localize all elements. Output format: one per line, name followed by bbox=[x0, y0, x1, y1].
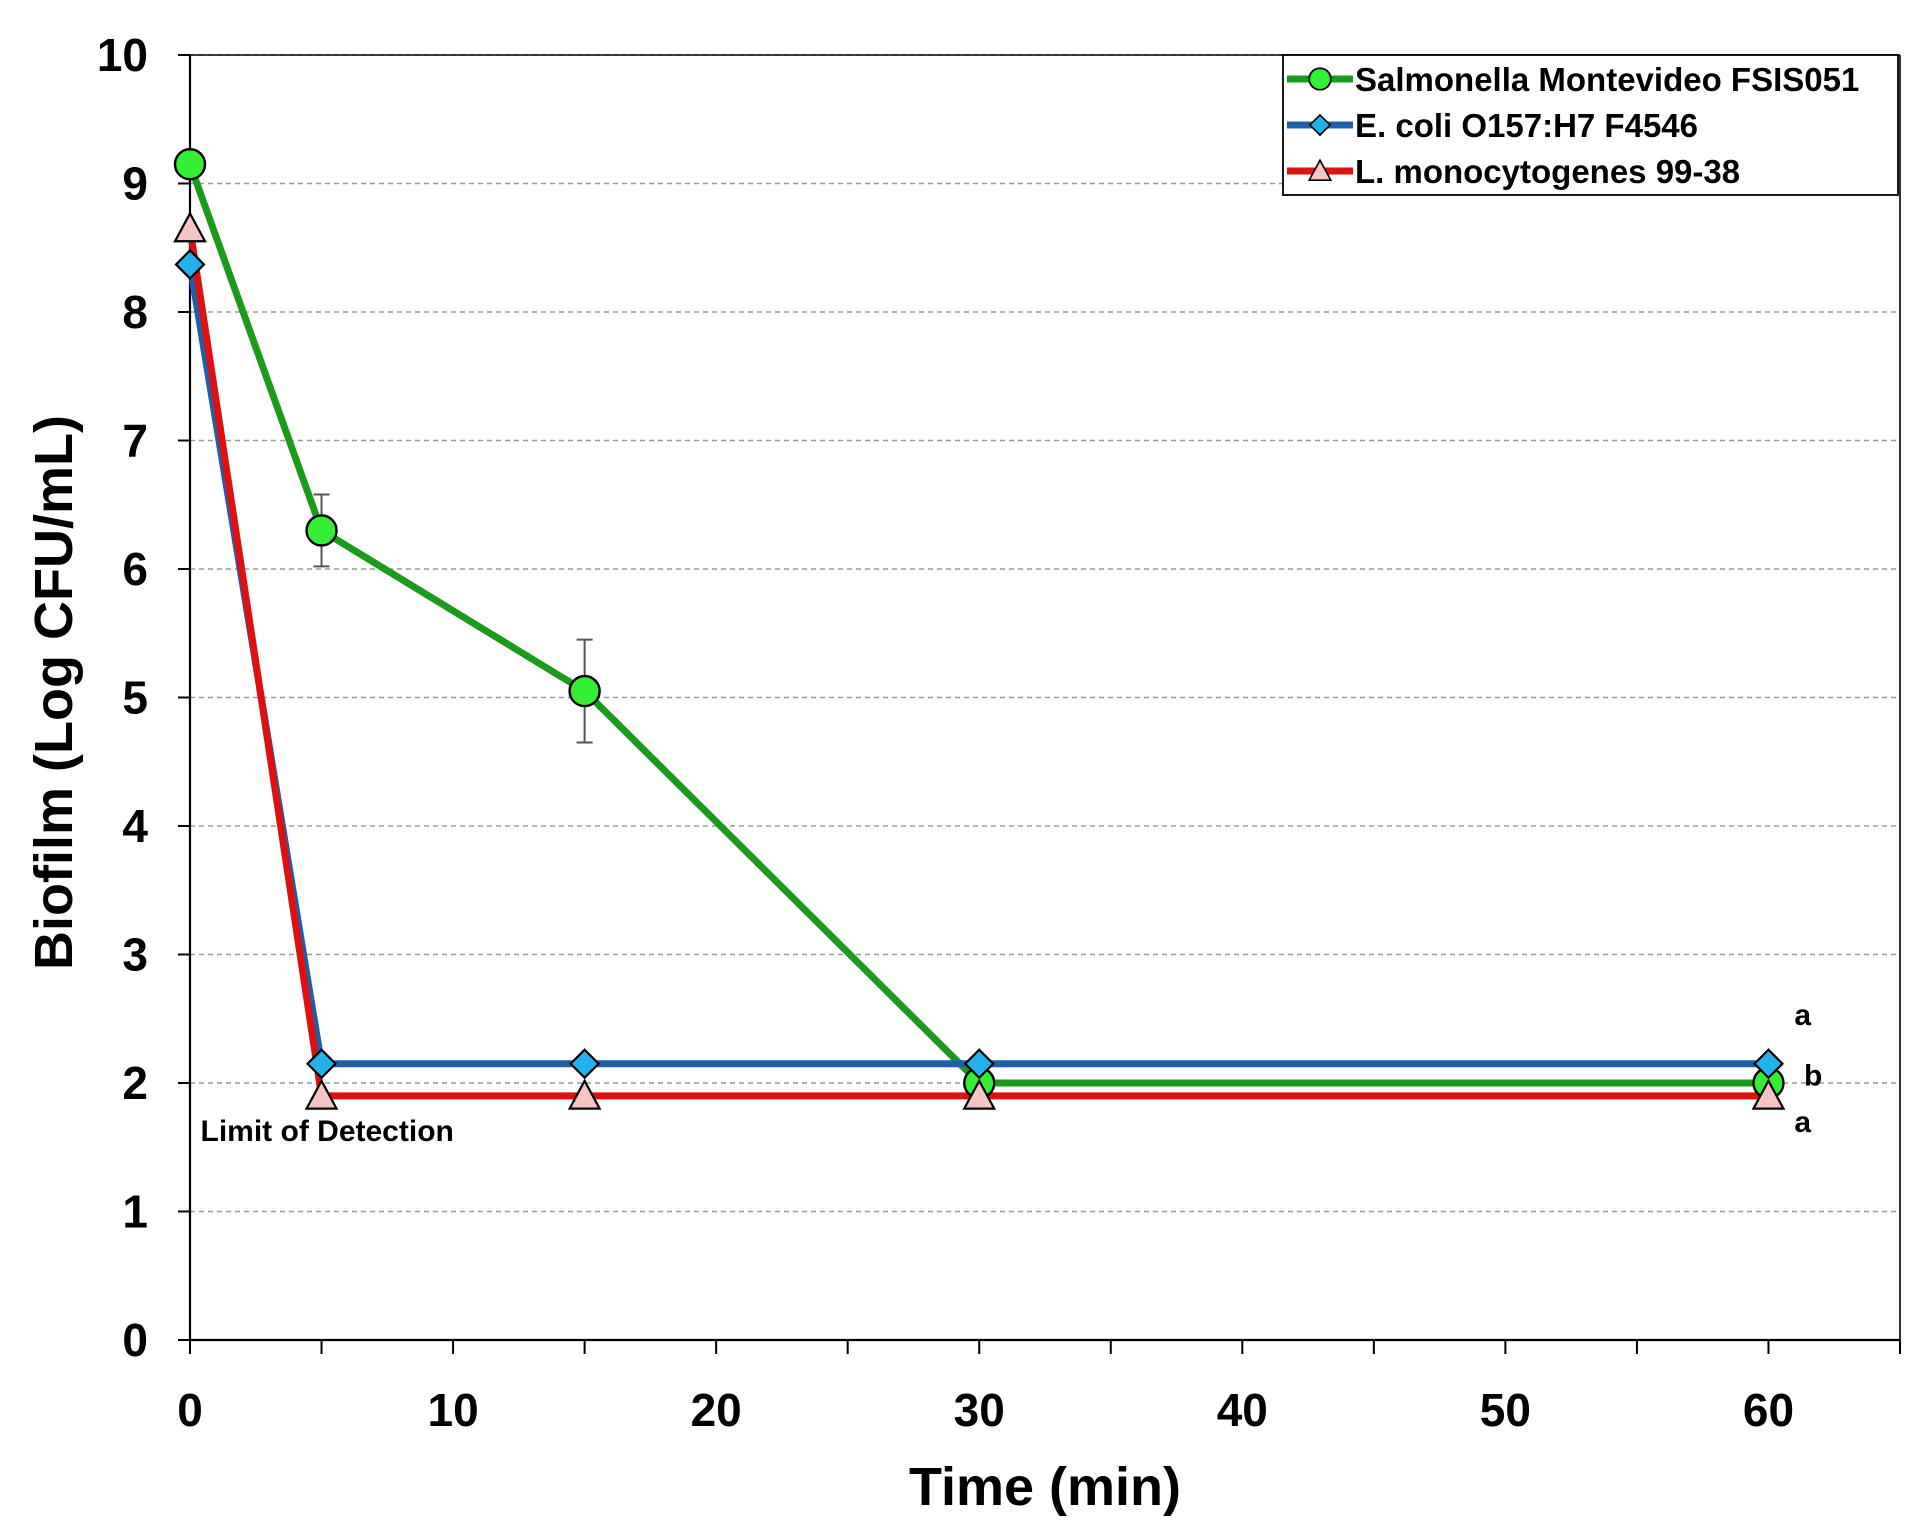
y-tick-label: 3 bbox=[122, 929, 148, 981]
x-tick-label: 40 bbox=[1217, 1384, 1268, 1436]
y-tick-label: 4 bbox=[122, 800, 148, 852]
legend-marker bbox=[1308, 113, 1332, 137]
legend-entry-label: Salmonella Montevideo FSIS051 bbox=[1355, 61, 1859, 98]
legend-entry-label: E. coli O157:H7 F4546 bbox=[1355, 107, 1698, 144]
series-group bbox=[186, 163, 1769, 1100]
y-tick-label: 5 bbox=[122, 672, 148, 724]
y-tick-label: 2 bbox=[122, 1057, 148, 1109]
y-tick-label: 6 bbox=[122, 543, 148, 595]
data-point bbox=[569, 1048, 601, 1080]
x-tick-label: 30 bbox=[954, 1384, 1005, 1436]
significance-letter: a bbox=[1794, 999, 1811, 1032]
labels: 0 1 2 3 4 5 6 7 8 9 10 0 10 20 30 40 50 60 Time (min) Biofi… bbox=[24, 29, 1822, 1517]
y-tick-label: 10 bbox=[97, 29, 148, 81]
legend-box bbox=[1282, 54, 1899, 196]
y-tick-label: 9 bbox=[122, 158, 148, 210]
data-point bbox=[567, 1078, 602, 1110]
y-tick-label: 7 bbox=[122, 415, 148, 467]
data-point bbox=[1752, 1048, 1785, 1080]
data-point bbox=[173, 148, 207, 181]
x-axis-title: Time (min) bbox=[909, 1457, 1181, 1517]
significance-letter: b bbox=[1804, 1060, 1822, 1093]
series-line bbox=[186, 263, 1769, 1068]
y-tick-label: 1 bbox=[122, 1186, 148, 1238]
x-tick-label: 0 bbox=[177, 1384, 203, 1436]
x-tick-label: 20 bbox=[691, 1384, 742, 1436]
y-tick-label: 0 bbox=[122, 1314, 148, 1366]
x-tick-label: 60 bbox=[1743, 1384, 1794, 1436]
x-tick-label: 10 bbox=[427, 1384, 478, 1436]
data-point bbox=[962, 1078, 997, 1110]
legend: Salmonella Montevideo FSIS051 E. coli O15… bbox=[1282, 54, 1899, 196]
axes bbox=[178, 54, 1901, 1354]
data-point bbox=[1751, 1078, 1786, 1110]
data-point bbox=[174, 248, 206, 281]
data-point bbox=[305, 1048, 338, 1080]
significance-letter: a bbox=[1794, 1106, 1811, 1139]
data-point bbox=[305, 514, 338, 547]
series-line bbox=[186, 227, 1769, 1100]
series-line bbox=[186, 163, 1769, 1087]
gridlines bbox=[190, 54, 1900, 1213]
data-point bbox=[304, 1078, 339, 1110]
legend-marker bbox=[1307, 158, 1333, 181]
data-point bbox=[963, 1048, 995, 1080]
legend-entry-label: L. monocytogenes 99-38 bbox=[1355, 153, 1740, 190]
limit-of-detection-label: Limit of Detection bbox=[201, 1115, 454, 1148]
legend-marker bbox=[1308, 67, 1332, 91]
markers bbox=[173, 148, 1786, 1110]
x-tick-label: 50 bbox=[1480, 1384, 1531, 1436]
data-point bbox=[568, 674, 601, 708]
y-axis-title: Biofilm (Log CFU/mL) bbox=[24, 415, 84, 970]
data-point bbox=[173, 211, 207, 243]
y-tick-label: 8 bbox=[122, 286, 148, 338]
